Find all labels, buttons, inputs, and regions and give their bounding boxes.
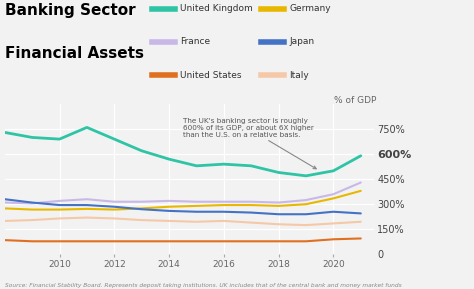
Text: Banking Sector: Banking Sector: [5, 3, 136, 18]
Text: The UK's banking sector is roughly
600% of its GDP, or about 6X higher
than the : The UK's banking sector is roughly 600% …: [183, 118, 316, 169]
Text: Financial Assets: Financial Assets: [5, 46, 144, 61]
Text: Japan: Japan: [289, 37, 314, 47]
Text: Source: Financial Stability Board. Represents deposit taking institutions. UK in: Source: Financial Stability Board. Repre…: [5, 283, 401, 288]
Text: United Kingdom: United Kingdom: [180, 4, 253, 13]
Text: Germany: Germany: [289, 4, 331, 13]
Text: United States: United States: [180, 71, 242, 80]
Text: % of GDP: % of GDP: [335, 97, 377, 105]
Text: France: France: [180, 37, 210, 47]
Text: Italy: Italy: [289, 71, 309, 80]
